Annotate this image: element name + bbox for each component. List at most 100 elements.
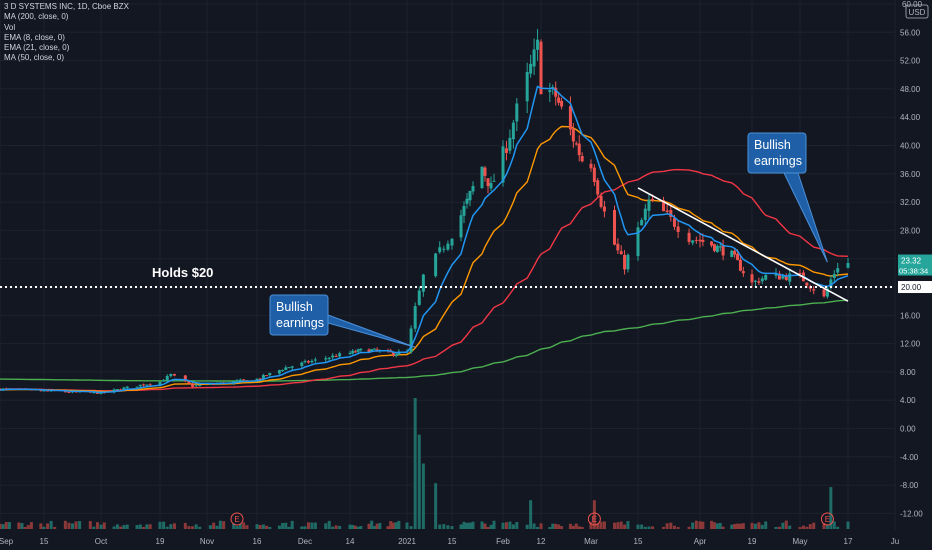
volume-bar [602, 521, 606, 529]
candle-body [442, 248, 446, 250]
volume-bar [577, 526, 581, 529]
candle-body [665, 210, 669, 212]
volume-bar [757, 522, 761, 529]
ema21-line [0, 125, 849, 393]
volume-bar [619, 521, 623, 529]
volume-bar [798, 526, 802, 529]
y-tick-label: 36.00 [900, 170, 921, 179]
candle-body [710, 241, 714, 246]
volume-bar [268, 526, 272, 529]
y-tick-label: -8.00 [900, 481, 919, 490]
volume-bar [501, 522, 505, 529]
legend-ema8: EMA (8, close, 0) [4, 32, 65, 42]
legend-ma50: MA (50, close, 0) [4, 53, 65, 63]
volume-bar [574, 523, 578, 529]
candle-body [438, 247, 442, 253]
volume-bar [71, 523, 74, 529]
candle-body [265, 375, 269, 377]
volume-bar [421, 463, 425, 529]
volume-bar [187, 526, 191, 529]
volume-bar [801, 525, 805, 529]
price-badge-value: 23.32 [901, 257, 922, 266]
candle-body [741, 271, 745, 274]
volume-bar [459, 524, 463, 529]
candle-body [774, 273, 778, 276]
volume-bar [468, 522, 472, 529]
volume-bar [750, 522, 754, 529]
volume-bar [589, 521, 593, 529]
candle-body [409, 328, 413, 353]
candle-body [165, 376, 169, 381]
volume-bar [486, 527, 490, 529]
volume-bar [580, 526, 584, 529]
volume-bar [665, 523, 669, 529]
candle-body [777, 273, 781, 280]
volume-bar [334, 525, 338, 529]
x-tick-label: 12 [537, 537, 546, 546]
candle-body [687, 232, 691, 242]
candle-body [623, 254, 627, 270]
volume-bar [356, 526, 360, 529]
x-tick-label: 19 [748, 537, 757, 546]
volume-bar [551, 523, 555, 529]
volume-bar [290, 520, 294, 529]
volume-bar [730, 524, 734, 529]
y-tick-label: 60.00 [902, 0, 923, 9]
earnings-circle [230, 512, 244, 526]
volume-bar [836, 526, 840, 529]
candle-body [613, 210, 616, 245]
volume-bar [571, 525, 575, 529]
volume-bar [23, 526, 27, 529]
candle-body [805, 282, 809, 286]
volume-bar [736, 523, 740, 529]
candle-body [212, 383, 216, 385]
volume-bar [599, 521, 603, 529]
volume-bar [389, 521, 393, 529]
candle-body [822, 289, 826, 297]
candle-body [471, 185, 475, 192]
volume-bars [0, 398, 850, 529]
candle-body [348, 352, 352, 354]
volume-bar [26, 525, 30, 529]
volume-bar [480, 521, 484, 529]
volume-bar [7, 522, 11, 529]
volume-bar [88, 521, 92, 529]
currency-box [905, 4, 929, 19]
y-tick-label: 32.00 [900, 198, 921, 207]
volume-bar [0, 523, 2, 529]
volume-bar [370, 520, 374, 529]
candle-body [119, 389, 123, 391]
volume-bar [832, 521, 836, 529]
candle-body [255, 378, 259, 381]
volume-bar [162, 521, 166, 529]
candle-body [112, 389, 116, 393]
volume-bar [623, 524, 627, 529]
candle-body [306, 361, 310, 363]
volume-bar [613, 522, 616, 529]
volume-bar [662, 526, 666, 529]
volume-bar [367, 523, 371, 529]
candle-body [647, 199, 651, 211]
volume-bar [284, 522, 288, 529]
volume-bar [434, 483, 438, 529]
candle-body [511, 122, 515, 140]
volume-bar [245, 525, 249, 529]
volume-bar [198, 526, 202, 529]
volume-bar [712, 522, 716, 529]
volume-bar [119, 526, 123, 529]
candle-body [492, 180, 496, 182]
candle-body [718, 246, 722, 248]
volume-bar [508, 521, 512, 529]
volume-bar [529, 500, 533, 529]
volume-bar [303, 526, 307, 529]
volume-bar [651, 526, 655, 529]
y-tick-label: 28.00 [900, 226, 921, 235]
candle-body [483, 167, 487, 176]
volume-bar [525, 524, 529, 529]
candle-body [715, 245, 719, 252]
volume-bar [29, 522, 33, 529]
x-tick-label: 16 [253, 537, 262, 546]
volume-bar [721, 526, 725, 529]
x-tick-label: 15 [634, 537, 643, 546]
